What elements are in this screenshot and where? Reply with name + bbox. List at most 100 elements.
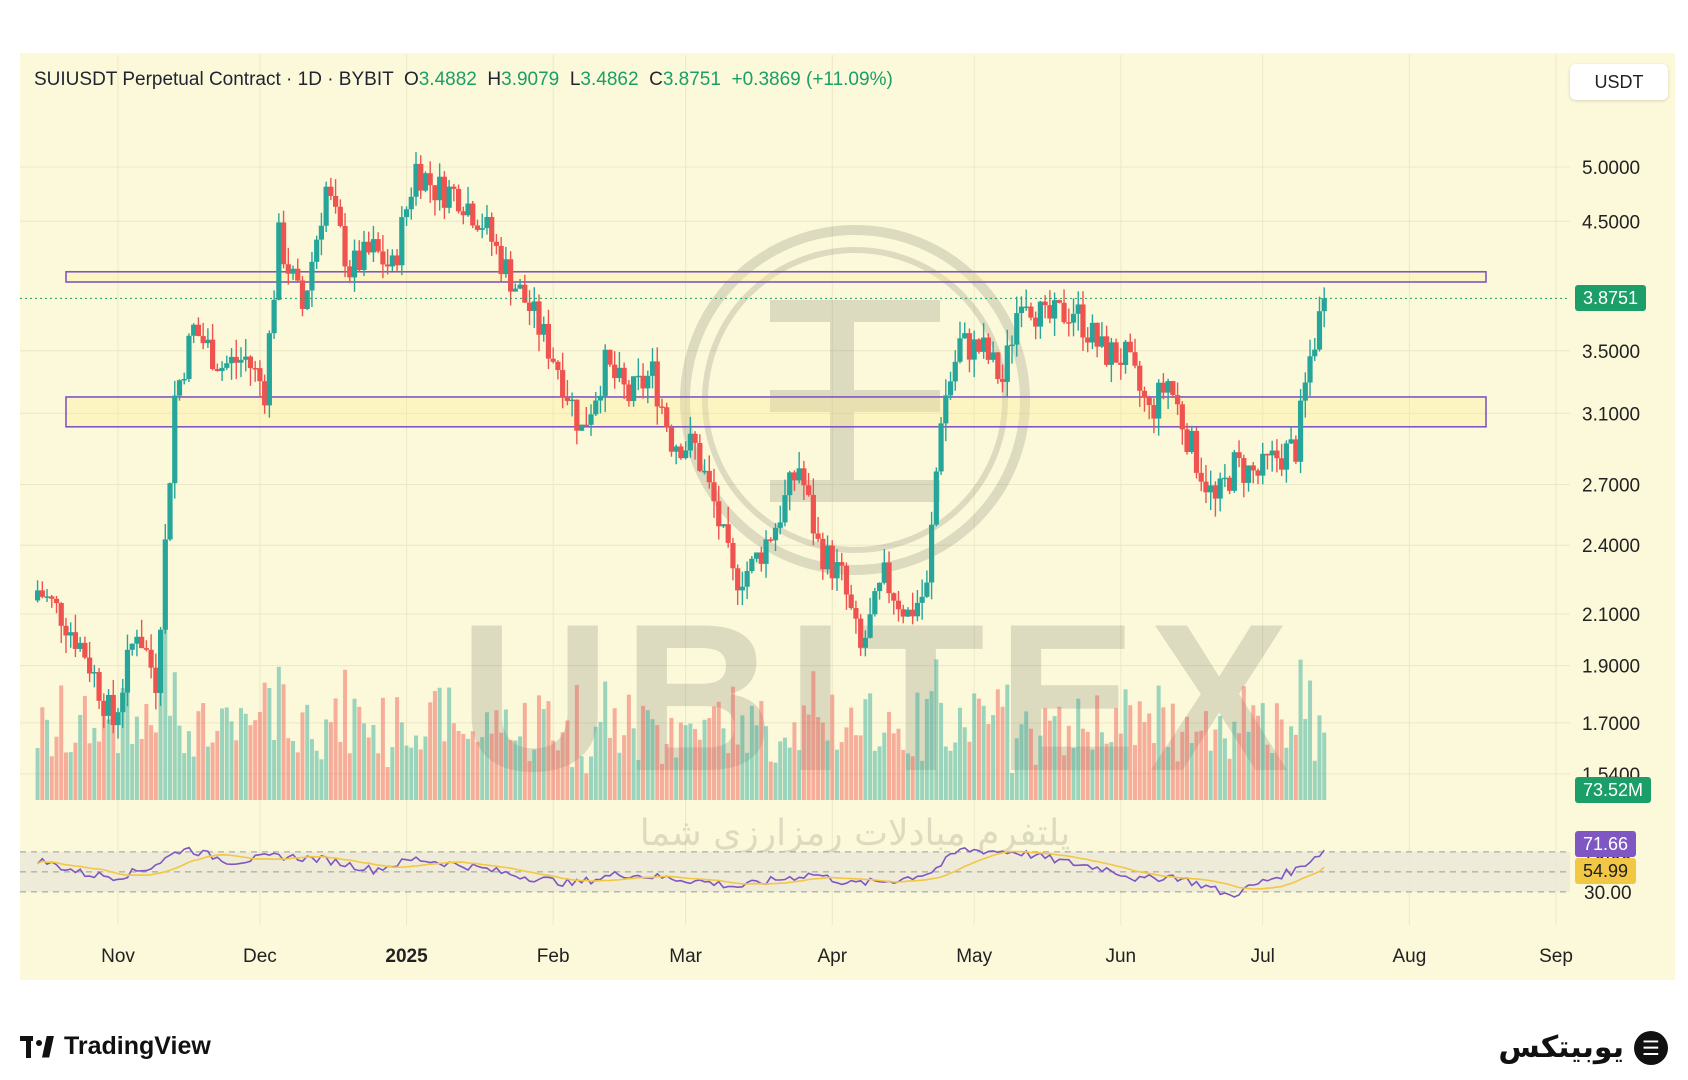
candle-body <box>867 614 873 638</box>
price-axis: 5.0000 4.5000 3.5000 3.1000 2.7000 2.4000 2.10… <box>1582 158 1640 786</box>
candle-body <box>238 359 244 363</box>
time-tick-label: Mar <box>669 946 702 967</box>
volume-bar <box>404 745 409 800</box>
volume-bar <box>1322 732 1327 800</box>
volume-bar <box>97 741 102 800</box>
candle-body <box>564 396 570 401</box>
candle-body <box>129 643 135 650</box>
candle-body <box>1279 458 1285 470</box>
volume-bar <box>910 756 915 800</box>
volume-bar <box>650 719 655 800</box>
volume-bars <box>35 621 1327 800</box>
volume-bar <box>503 709 508 800</box>
candle-body <box>612 364 618 379</box>
volume-bar <box>1170 703 1175 800</box>
volume-bar <box>149 725 154 800</box>
candle-body <box>1307 356 1313 383</box>
currency-unit-button[interactable]: USDT <box>1570 64 1668 100</box>
candle-body <box>34 590 41 601</box>
candle-body <box>105 694 112 716</box>
volume-bar <box>924 699 929 800</box>
price-tick-label: 3.1000 <box>1582 404 1640 425</box>
volume-bar <box>655 725 660 800</box>
candle-body <box>508 259 514 292</box>
candle-body <box>933 471 939 525</box>
volume-bar <box>811 671 816 800</box>
volume-bar <box>191 756 196 800</box>
rsi-tag: 71.66 <box>1575 831 1637 857</box>
volume-bar <box>560 732 565 800</box>
volume-bar <box>1218 715 1223 800</box>
volume-bar <box>816 717 821 800</box>
candle-body <box>1056 300 1062 303</box>
chart-panel[interactable] <box>20 53 1675 980</box>
rsi-tick-label: 30.00 <box>1584 883 1632 904</box>
candle-body <box>474 225 481 230</box>
candle-body <box>668 427 675 452</box>
candle-body <box>77 642 83 649</box>
candle-body <box>72 632 79 649</box>
last-price-tag: 3.8751 <box>1575 285 1647 312</box>
volume-bar <box>929 691 934 800</box>
candle-body <box>380 251 386 265</box>
candle-body <box>905 609 911 617</box>
volume-bar <box>120 687 125 800</box>
candle-body <box>545 323 552 359</box>
volume-bar <box>773 762 778 800</box>
candle-body <box>630 376 637 402</box>
volume-bar <box>835 749 839 800</box>
volume-bar <box>475 741 480 800</box>
candle-body <box>659 406 665 408</box>
volume-bar <box>792 722 797 800</box>
volume-bar <box>570 767 575 800</box>
candle-body <box>597 395 604 401</box>
volume-bar <box>328 722 333 800</box>
volume-bar <box>1298 659 1303 800</box>
candle-body <box>924 582 930 597</box>
time-tick-label: Jul <box>1251 946 1275 967</box>
volume-bar <box>716 701 721 800</box>
candle-body <box>739 586 745 591</box>
candle-body <box>498 245 504 275</box>
candle-body <box>214 369 220 372</box>
volume-bar <box>134 716 139 800</box>
candle-body <box>701 470 708 473</box>
volume-bar <box>693 729 698 800</box>
volume-bar <box>702 719 707 800</box>
candle-body <box>526 302 533 311</box>
volume-bar <box>1166 746 1171 800</box>
volume-bar <box>1000 706 1005 800</box>
candle-body <box>1321 298 1327 312</box>
volume-bar <box>101 715 106 800</box>
candle-body <box>531 301 537 311</box>
close-value: 3.8751 <box>662 69 721 90</box>
volume-bar <box>234 740 239 800</box>
candle-body <box>337 206 343 226</box>
volume-bar <box>78 714 83 800</box>
volume-bar <box>1270 752 1275 800</box>
candle-body <box>351 250 358 278</box>
volume-bar <box>669 717 674 800</box>
candle-body <box>1312 349 1318 357</box>
candle-body <box>1023 306 1029 309</box>
candle-body <box>725 524 731 543</box>
volume-bar <box>1175 761 1180 800</box>
candle-body <box>280 222 287 265</box>
candle-body <box>862 637 868 648</box>
support-resistance-zones <box>65 270 1487 428</box>
candle-body <box>394 255 400 266</box>
volume-bar <box>1151 743 1156 800</box>
candle-body <box>1047 305 1053 319</box>
volume-bar <box>489 733 494 800</box>
volume-bar <box>262 682 267 800</box>
candle-body <box>749 558 755 571</box>
volume-bar <box>522 702 527 800</box>
volume-bar <box>92 727 97 800</box>
candle-body <box>399 217 405 266</box>
candle-body <box>550 358 556 362</box>
candle-body <box>285 264 291 274</box>
candle-body <box>1089 322 1096 343</box>
volume-bar <box>1099 732 1104 800</box>
candle-body <box>1004 345 1010 382</box>
